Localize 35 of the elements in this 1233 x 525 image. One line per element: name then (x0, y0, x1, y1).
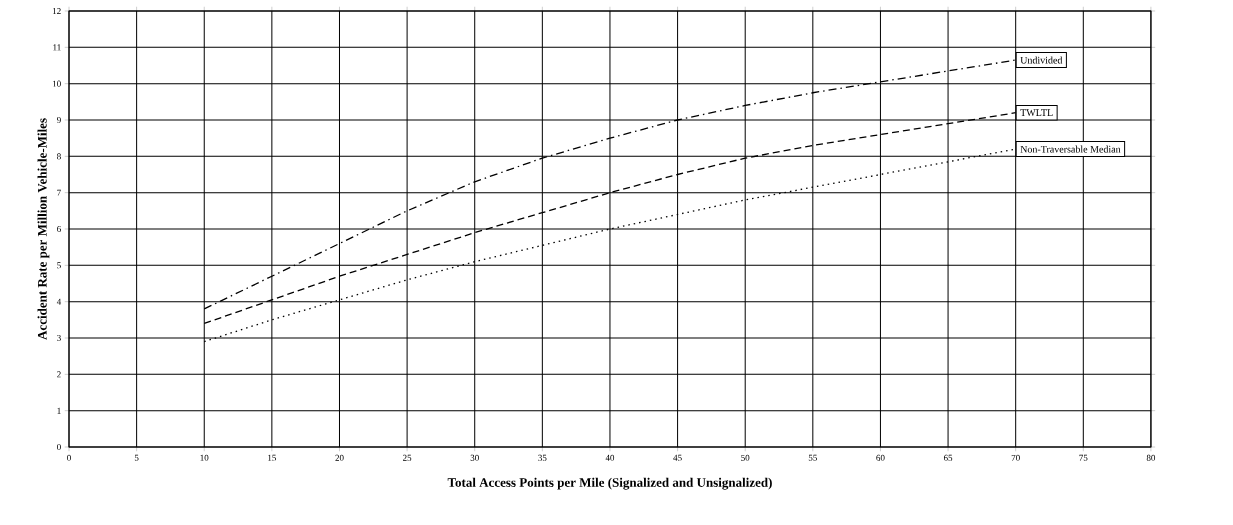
x-tick-label: 80 (1146, 454, 1156, 461)
y-tick-label: 7 (57, 189, 61, 196)
y-tick-label: 10 (52, 80, 61, 87)
y-tick-label: 8 (57, 153, 61, 160)
y-tick-label: 1 (57, 407, 61, 414)
y-tick-label: 12 (52, 8, 61, 14)
y-tick-label: 6 (57, 225, 61, 233)
series-label: Undivided (1020, 56, 1063, 64)
x-tick-label: 0 (67, 454, 71, 461)
x-tick-label: 40 (605, 454, 615, 461)
x-axis-title: Total Access Points per Mile (Signalized and Unsignalized) (447, 477, 772, 490)
x-tick-label: 25 (402, 454, 412, 461)
x-tick-label: 5 (134, 454, 139, 461)
y-tick-label: 2 (57, 371, 61, 378)
y-tick-label: 4 (56, 298, 62, 305)
x-tick-label: 70 (1011, 454, 1020, 461)
x-tick-label: 20 (335, 454, 344, 461)
x-tick-label: 10 (200, 454, 209, 461)
x-tick-label: 15 (268, 454, 277, 461)
y-tick-label: 9 (56, 116, 61, 124)
y-axis-title: Accident Rate per Million Vehicle-Miles (37, 118, 50, 340)
y-tick-label: 0 (57, 443, 61, 451)
x-tick-label: 75 (1079, 454, 1088, 461)
x-tick-label: 30 (470, 454, 479, 461)
series-label: Non-Traversable Median (1020, 145, 1121, 153)
series-label: TWLTL (1020, 109, 1053, 117)
x-tick-label: 65 (943, 454, 953, 461)
x-tick-label: 35 (538, 454, 547, 461)
x-tick-label: 45 (673, 454, 682, 461)
y-tick-label: 3 (57, 334, 61, 342)
y-tick-label: 11 (53, 44, 61, 51)
y-tick-label: 5 (57, 262, 61, 269)
x-tick-label: 60 (876, 454, 885, 461)
x-tick-label: 50 (741, 454, 750, 461)
x-tick-label: 55 (808, 454, 817, 461)
